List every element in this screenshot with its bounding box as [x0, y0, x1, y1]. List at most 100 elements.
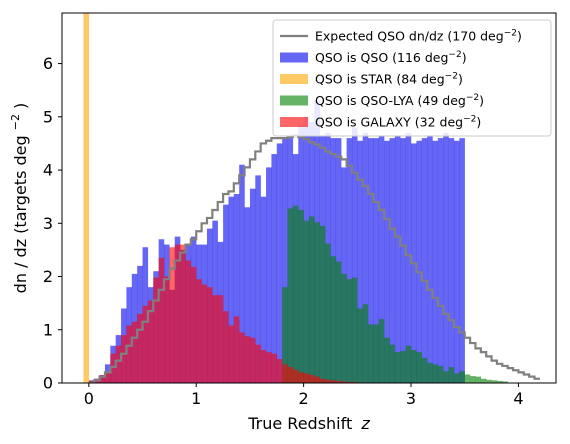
bar: [164, 276, 170, 383]
bar: [459, 371, 465, 383]
bar: [212, 295, 218, 383]
bar: [459, 138, 465, 383]
bar: [443, 132, 449, 383]
bar: [496, 380, 503, 383]
bar: [287, 208, 294, 383]
bar: [115, 345, 122, 383]
bar: [276, 143, 283, 383]
bar: [314, 376, 320, 383]
x-tick-label: 4: [513, 389, 523, 408]
bar: [233, 194, 240, 383]
bar: [185, 260, 192, 383]
y-axis-label-exp: −2: [9, 114, 22, 130]
legend-label-exp: −2: [448, 50, 461, 60]
y-axis-ticks: 0 1 2 3 4 5 6: [43, 54, 62, 393]
bar: [287, 367, 294, 383]
x-axis-label-var: z: [360, 414, 370, 433]
bar: [153, 277, 159, 383]
bar: [470, 376, 476, 383]
bar: [104, 372, 111, 383]
legend-entry: QSO is QSO-LYA (49 deg−2): [280, 93, 484, 108]
legend-entry: QSO is QSO (116 deg−2): [280, 50, 467, 65]
y-tick-label: 0: [43, 374, 53, 393]
bar: [384, 337, 390, 383]
legend-label: QSO is QSO-LYA (49 deg−2): [315, 93, 484, 108]
bar: [362, 132, 369, 383]
bar: [405, 345, 412, 383]
bar: [394, 352, 401, 383]
bar: [228, 325, 235, 383]
bar: [416, 352, 422, 383]
bar: [271, 154, 277, 383]
bar: [502, 381, 508, 383]
bar: [448, 138, 455, 383]
bar: [249, 337, 256, 383]
x-axis-label: True Redshift z: [247, 414, 370, 433]
series-1-bars: [83, 13, 90, 383]
legend-swatch: [280, 74, 308, 84]
legend-label-text: QSO is STAR (84 deg: [315, 72, 445, 87]
bar: [99, 375, 106, 383]
legend-label-exp: −2: [463, 115, 476, 125]
bar: [400, 351, 406, 383]
bar: [180, 244, 186, 383]
y-axis-label: dn / dz (targets deg −2 ): [4, 103, 30, 294]
bar: [266, 352, 272, 383]
legend-swatch: [280, 95, 308, 106]
legend-label: QSO is QSO (116 deg−2): [315, 50, 467, 65]
bar: [464, 374, 471, 383]
bar: [314, 222, 320, 383]
bar: [437, 365, 444, 383]
bar: [368, 138, 374, 383]
legend-label-tail: ): [479, 93, 484, 108]
legend-label-text: QSO is QSO-LYA (49 deg: [315, 93, 466, 108]
legend-label-tail: ): [458, 72, 463, 87]
x-axis-ticks: 0 1 2 3 4: [84, 383, 524, 408]
bar: [292, 369, 299, 383]
x-tick-label: 1: [191, 389, 201, 408]
bar: [341, 381, 347, 383]
x-tick-label: 3: [406, 389, 416, 408]
bar: [174, 244, 181, 383]
bar: [362, 304, 369, 383]
legend-label-tail: ): [517, 29, 522, 44]
bar: [357, 308, 363, 383]
bar: [357, 140, 363, 383]
bar: [335, 380, 342, 383]
x-tick-label: 2: [299, 389, 309, 408]
bar: [282, 287, 288, 383]
bar: [158, 257, 165, 383]
bar: [255, 344, 261, 383]
bar: [282, 138, 288, 383]
legend-entry: QSO is STAR (84 deg−2): [280, 72, 463, 87]
bar: [255, 175, 261, 383]
bar: [384, 140, 390, 383]
bar: [201, 284, 208, 383]
bar: [83, 13, 90, 383]
bar: [206, 287, 213, 383]
bar: [486, 379, 492, 383]
legend-swatch: [280, 117, 308, 127]
bar: [147, 300, 154, 383]
y-tick-label: 4: [43, 161, 53, 180]
bar: [416, 140, 422, 383]
x-axis-label-text: True Redshift: [247, 414, 352, 433]
legend-label-text: QSO is QSO (116 deg: [315, 50, 448, 65]
bar: [260, 196, 267, 383]
bar: [351, 127, 358, 383]
bar: [309, 375, 315, 383]
bar: [480, 378, 487, 383]
expected-curve: [88, 134, 540, 383]
bar: [351, 277, 358, 383]
bar: [319, 378, 326, 383]
histogram-bars: [83, 13, 508, 383]
bar: [411, 349, 417, 383]
bar: [394, 135, 401, 383]
bar: [405, 132, 412, 383]
bar: [491, 380, 498, 383]
bar: [335, 138, 342, 383]
bar: [121, 335, 127, 383]
legend-label-tail: ): [462, 50, 467, 65]
series-3-bars: [88, 244, 358, 383]
bar: [330, 256, 337, 383]
